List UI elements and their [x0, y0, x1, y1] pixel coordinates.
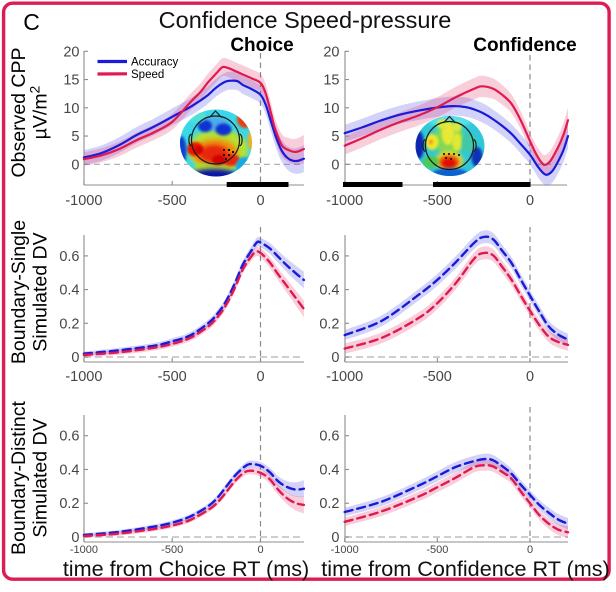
svg-text:0.2: 0.2: [59, 316, 79, 332]
svg-text:0: 0: [256, 193, 264, 209]
svg-text:0.2: 0.2: [59, 496, 79, 512]
svg-text:0.6: 0.6: [59, 249, 79, 265]
svg-text:0: 0: [527, 544, 533, 556]
svg-text:0.6: 0.6: [59, 429, 79, 445]
svg-text:-1000: -1000: [65, 193, 102, 209]
svg-text:Accuracy: Accuracy: [131, 57, 179, 69]
svg-text:Speed: Speed: [131, 69, 164, 81]
svg-text:0: 0: [331, 350, 339, 366]
svg-text:0.2: 0.2: [319, 496, 339, 512]
svg-text:-500: -500: [423, 193, 452, 209]
svg-text:Observed CPP: Observed CPP: [8, 47, 30, 177]
svg-text:0.4: 0.4: [319, 283, 339, 299]
svg-text:-1000: -1000: [326, 369, 363, 385]
svg-text:-1000: -1000: [70, 544, 98, 556]
svg-text:Confidence Speed-pressure: Confidence Speed-pressure: [159, 7, 452, 33]
svg-text:20: 20: [323, 44, 339, 60]
svg-text:-500: -500: [158, 369, 187, 385]
svg-text:5: 5: [71, 129, 79, 145]
svg-text:-500: -500: [426, 544, 448, 556]
svg-text:5: 5: [331, 129, 339, 145]
svg-text:0: 0: [257, 544, 263, 556]
svg-text:0: 0: [526, 369, 534, 385]
svg-text:Boundary-Single: Boundary-Single: [8, 220, 30, 364]
svg-text:Simulated DV: Simulated DV: [30, 232, 52, 351]
svg-text:10: 10: [63, 101, 79, 117]
svg-text:time from Confidence RT (ms): time from Confidence RT (ms): [321, 556, 609, 581]
svg-text:Choice: Choice: [230, 35, 293, 56]
svg-text:-1000: -1000: [326, 193, 363, 209]
svg-text:0.6: 0.6: [319, 249, 339, 265]
svg-text:-1000: -1000: [65, 369, 102, 385]
svg-text:µV/m2: µV/m2: [27, 85, 52, 139]
svg-text:-500: -500: [161, 544, 183, 556]
svg-text:0: 0: [256, 369, 264, 385]
svg-text:15: 15: [323, 73, 339, 89]
svg-text:0.4: 0.4: [319, 462, 339, 478]
svg-text:0: 0: [526, 193, 534, 209]
svg-text:0: 0: [71, 157, 79, 173]
svg-text:0: 0: [331, 157, 339, 173]
svg-text:C: C: [23, 9, 40, 35]
svg-text:0.6: 0.6: [319, 429, 339, 445]
svg-text:-500: -500: [423, 369, 452, 385]
svg-text:15: 15: [63, 73, 79, 89]
svg-text:-1000: -1000: [331, 544, 359, 556]
svg-text:10: 10: [323, 101, 339, 117]
svg-text:Boundary-Distinct: Boundary-Distinct: [8, 400, 30, 554]
svg-text:20: 20: [63, 44, 79, 60]
svg-text:Confidence: Confidence: [473, 35, 576, 56]
svg-text:0.4: 0.4: [59, 283, 79, 299]
svg-text:0: 0: [71, 350, 79, 366]
svg-text:Simulated DV: Simulated DV: [30, 418, 52, 537]
svg-text:-500: -500: [158, 193, 187, 209]
svg-text:0.2: 0.2: [319, 316, 339, 332]
svg-text:time from Choice RT (ms): time from Choice RT (ms): [63, 556, 309, 581]
svg-text:0.4: 0.4: [59, 462, 79, 478]
